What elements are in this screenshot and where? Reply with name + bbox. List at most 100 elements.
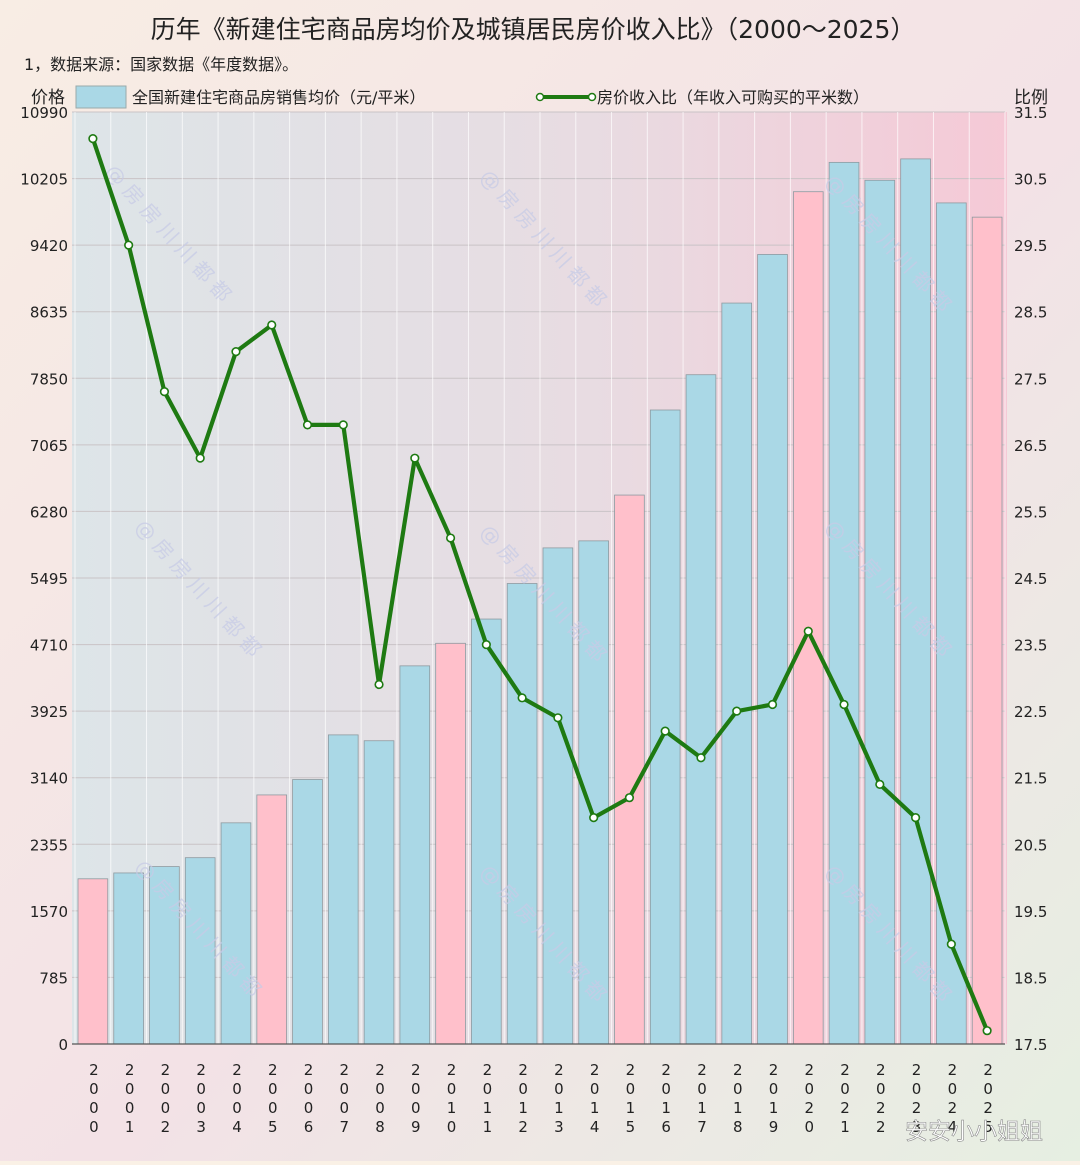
y-tick-label: 10205 <box>20 171 68 189</box>
y2-tick-label: 27.5 <box>1014 370 1047 388</box>
ratio-point-2006 <box>302 420 313 430</box>
bar-series <box>77 158 1003 1045</box>
y2-tick-label: 24.5 <box>1014 570 1047 588</box>
y2-tick-label: 20.5 <box>1014 836 1047 854</box>
ratio-point-2011 <box>481 639 491 650</box>
y-tick-label: 7850 <box>30 370 68 388</box>
bar-2012 <box>506 583 538 1045</box>
legend-line-label: 房价收入比（年收入可购买的平米数） <box>597 88 869 107</box>
bar-2019 <box>757 254 788 1045</box>
x-axis: 2 0 0 0 2 0 0 1 2 0 0 2 2 0 0 3 2 0 0 4 2 0 0 5 2 0 0 6 2 0 0 7 2 0 0 8 2 0 0 9… <box>72 1043 1005 1136</box>
y2-tick-label: 26.5 <box>1014 437 1047 455</box>
bar-2007 <box>327 734 359 1045</box>
ratio-point-2007 <box>338 420 348 430</box>
ratio-point-2002 <box>159 387 170 397</box>
ratio-point-2022 <box>875 779 885 789</box>
y2-tick-label: 18.5 <box>1014 969 1047 987</box>
y-tick-label: 785 <box>39 969 68 987</box>
ratio-point-2023 <box>910 813 921 823</box>
bar-2003 <box>184 857 216 1045</box>
y-tick-label: 6280 <box>30 503 68 521</box>
line-series <box>88 134 992 1036</box>
y-tick-label: 7065 <box>30 437 68 455</box>
y2-tick-label: 17.5 <box>1014 1036 1047 1054</box>
y-tick-label: 3925 <box>30 703 68 721</box>
y-axis-right-label: 比例 <box>1014 88 1048 108</box>
ratio-point-2015 <box>624 793 635 803</box>
corner-watermark: 安安小小姐姐 <box>905 1119 1043 1145</box>
bar-2000 <box>77 878 109 1045</box>
y2-tick-label: 22.5 <box>1014 703 1047 721</box>
bar-2025 <box>971 216 1003 1045</box>
ratio-point-2012 <box>517 693 527 703</box>
bar-2001 <box>113 872 144 1045</box>
y2-tick-label: 31.5 <box>1014 104 1047 122</box>
ratio-point-2020 <box>803 626 813 636</box>
y-tick-label: 3140 <box>30 770 68 788</box>
y-tick-label: 1570 <box>30 903 68 921</box>
ratio-point-2013 <box>553 713 563 723</box>
y-tick-label: 4710 <box>30 637 68 655</box>
bar-2022 <box>864 179 896 1045</box>
y-axis-left: 0 785 1570 2355 3140 3925 4710 5495 6280 7065 7850… <box>20 104 68 1054</box>
legend: 全国新建住宅商品房销售均价（元/平米） 房价收入比（年收入可购买的平米数） <box>75 85 869 109</box>
bar-2020 <box>792 191 824 1045</box>
ratio-point-2008 <box>374 679 384 690</box>
ratio-point-2021 <box>839 699 849 710</box>
bar-2021 <box>828 161 860 1045</box>
ratio-point-2024 <box>946 939 956 949</box>
y-axis-left-label: 价格 <box>31 88 65 108</box>
bar-2009 <box>399 665 431 1045</box>
bar-2024 <box>936 202 967 1045</box>
y2-tick-label: 30.5 <box>1014 171 1047 189</box>
legend-line-marker <box>535 92 545 102</box>
bar-2018 <box>721 302 753 1045</box>
legend-bar-label: 全国新建住宅商品房销售均价（元/平米） <box>132 88 425 107</box>
bar-2015 <box>614 494 645 1045</box>
bar-2010 <box>435 642 466 1045</box>
bar-2006 <box>292 779 323 1045</box>
y-tick-label: 10990 <box>20 104 68 122</box>
ratio-point-2018 <box>732 706 742 716</box>
legend-bar-swatch <box>75 85 127 109</box>
y-axis-right: 17.5 18.5 19.5 20.5 21.5 22.5 23.5 24.5 25.5 26.5… <box>1014 104 1047 1054</box>
chart-title: 历年《新建住宅商品房均价及城镇居民房价收入比》（2000～2025） <box>151 15 916 44</box>
ratio-line <box>90 137 990 1032</box>
ratio-point-2014 <box>589 813 599 823</box>
y2-tick-label: 19.5 <box>1014 903 1047 921</box>
ratio-point-2005 <box>267 320 277 330</box>
ratio-point-2000 <box>88 134 98 144</box>
legend-line-marker <box>587 92 597 102</box>
y2-tick-label: 25.5 <box>1014 503 1047 521</box>
y-tick-label: 5495 <box>30 570 68 588</box>
y2-tick-label: 28.5 <box>1014 304 1047 322</box>
bar-2008 <box>363 740 395 1045</box>
bar-2004 <box>220 822 252 1045</box>
y-tick-label: 2355 <box>30 836 68 854</box>
bar-2013 <box>542 547 574 1045</box>
bar-2002 <box>149 866 180 1045</box>
ratio-point-2025 <box>982 1026 992 1036</box>
